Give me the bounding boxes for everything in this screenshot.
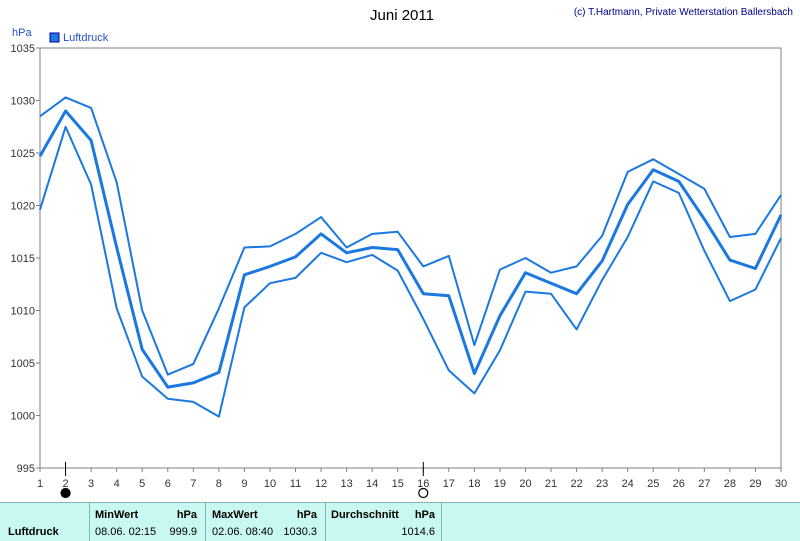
stats-panel: Luftdruck MinWert hPa 08.06. 02:15 999.9… — [0, 502, 800, 541]
x-tick-label: 15 — [392, 478, 404, 490]
chart: Juni 2011 (c) T.Hartmann, Private Wetter… — [11, 7, 793, 499]
min-unit: hPa — [176, 509, 197, 521]
x-tick-label: 21 — [545, 478, 557, 490]
x-tick-label: 26 — [673, 478, 685, 490]
x-axis: 1 2 3 4 5 6 7 8 9 10 11 12 13 14 15 16 17 18 19 20 21 22 23 24 2… — [37, 468, 787, 490]
stats-row-label: Luftdruck — [8, 526, 59, 538]
x-tick-label: 5 — [139, 478, 145, 490]
y-axis-unit: hPa — [12, 27, 32, 39]
x-tick-label: 28 — [724, 478, 736, 490]
y-tick-label: 1025 — [11, 148, 35, 160]
legend-label: Luftdruck — [63, 32, 109, 44]
max-cell: MaxWert hPa 02.06. 08:40 1030.3 — [206, 503, 326, 541]
max-when: 02.06. 08:40 — [212, 526, 274, 538]
max-marker-icon — [60, 487, 71, 499]
x-tick-label: 7 — [190, 478, 196, 490]
stats-label-cell: Luftdruck — [0, 503, 90, 541]
y-tick-label: 1020 — [11, 201, 35, 213]
x-tick-label: 11 — [290, 478, 301, 490]
series-line-mean — [38, 109, 783, 389]
max-header: MaxWert — [212, 509, 258, 521]
x-tick-label: 6 — [165, 478, 171, 490]
x-tick-label: 4 — [114, 478, 120, 490]
y-tick-label: 1000 — [11, 411, 35, 423]
y-axis: 995 1000 1005 1010 1015 1020 1025 1030 1035 — [11, 43, 40, 475]
x-tick-label: 20 — [519, 478, 531, 490]
plot-area — [39, 47, 782, 469]
y-tick-label: 1035 — [11, 43, 35, 55]
y-tick-label: 995 — [17, 463, 35, 475]
min-when: 08.06. 02:15 — [95, 526, 157, 538]
avg-header: Durchschnitt — [331, 509, 399, 521]
y-tick-label: 1005 — [11, 358, 35, 370]
series-group — [38, 96, 783, 418]
chart-title: Juni 2011 — [370, 7, 434, 24]
x-tick-label: 16 — [417, 478, 429, 490]
min-header: MinWert — [95, 509, 139, 521]
x-tick-label: 17 — [443, 478, 455, 490]
x-tick-label: 3 — [88, 478, 94, 490]
x-tick-label: 29 — [749, 478, 761, 490]
avg-value: 1014.6 — [401, 526, 435, 538]
x-tick-label: 1 — [37, 478, 43, 490]
x-tick-label: 8 — [216, 478, 222, 490]
min-cell: MinWert hPa 08.06. 02:15 999.9 — [90, 503, 206, 541]
series-line-min — [39, 125, 782, 418]
x-tick-label: 9 — [241, 478, 247, 490]
avg-unit: hPa — [414, 509, 435, 521]
max-value: 1030.3 — [283, 526, 317, 538]
x-tick-label: 12 — [315, 478, 327, 490]
x-tick-label: 25 — [647, 478, 659, 490]
x-tick-label: 19 — [494, 478, 506, 490]
x-tick-label: 23 — [596, 478, 608, 490]
min-value: 999.9 — [169, 526, 197, 538]
x-tick-label: 10 — [264, 478, 276, 490]
y-tick-label: 1015 — [11, 253, 35, 265]
series-line-max — [39, 96, 782, 376]
avg-cell: Durchschnitt hPa 1014.6 — [326, 503, 442, 541]
y-tick-label: 1030 — [11, 96, 35, 108]
y-tick-label: 1010 — [11, 306, 35, 318]
x-tick-label: 2 — [62, 478, 68, 490]
x-tick-label: 14 — [366, 478, 378, 490]
max-unit: hPa — [296, 509, 317, 521]
x-tick-label: 22 — [570, 478, 582, 490]
legend-swatch — [49, 32, 60, 43]
marker-group — [60, 462, 429, 499]
min-marker-icon — [418, 487, 429, 499]
x-tick-label: 27 — [698, 478, 710, 490]
x-tick-label: 18 — [468, 478, 480, 490]
credit-text: (c) T.Hartmann, Private Wetterstation Ba… — [574, 7, 793, 18]
x-tick-label: 13 — [340, 478, 352, 490]
x-tick-label: 30 — [775, 478, 787, 490]
x-tick-label: 24 — [622, 478, 634, 490]
